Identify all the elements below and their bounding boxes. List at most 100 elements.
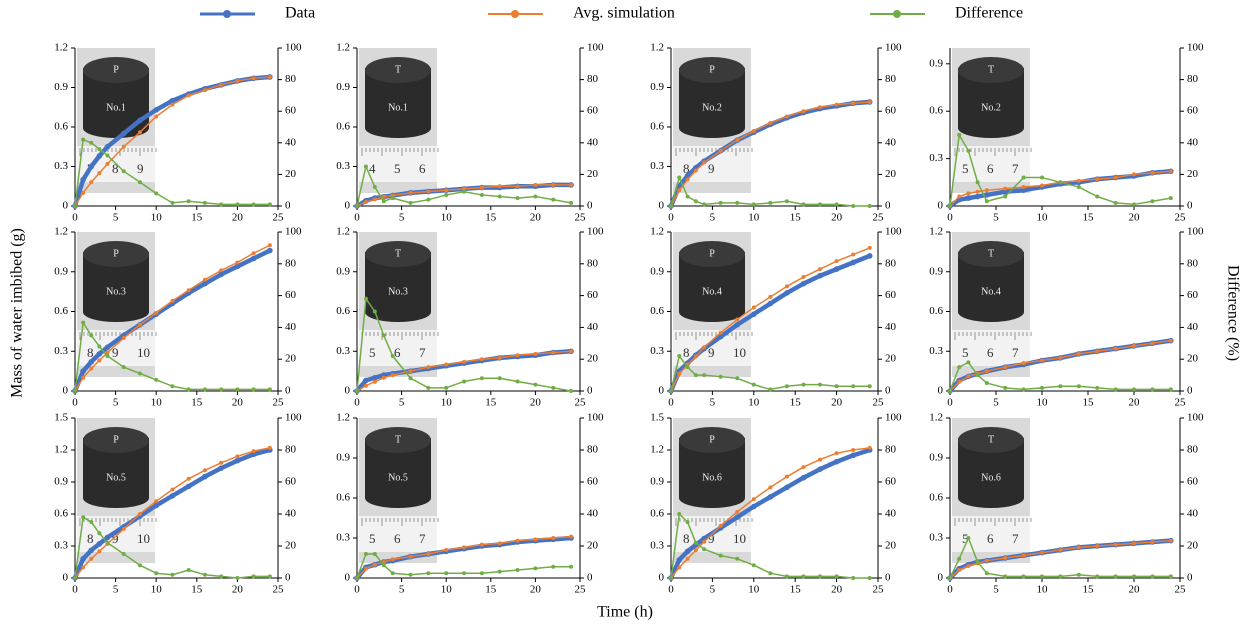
series-marker <box>1150 341 1155 346</box>
x-tick-label: 15 <box>191 397 203 409</box>
series-marker <box>1040 175 1044 180</box>
x-tick-label: 25 <box>273 584 285 596</box>
series-marker <box>1040 183 1044 188</box>
x-tick-label: 0 <box>947 397 953 409</box>
series-marker <box>818 574 823 579</box>
series-marker <box>170 384 175 389</box>
series-marker <box>1021 361 1026 366</box>
series-marker <box>154 310 159 315</box>
series-marker <box>551 385 556 390</box>
y2-tick-label: 60 <box>285 289 297 301</box>
series-marker <box>801 574 806 579</box>
subplot: PNo.28 90 5 10 15 20 2500.30.60.91.20204060801… <box>650 42 902 224</box>
series-marker <box>551 197 556 202</box>
series-marker <box>768 387 773 392</box>
x-tick-label: 15 <box>485 212 497 224</box>
y-tick-label: 0.3 <box>929 152 943 164</box>
y-tick-label: 0 <box>659 200 665 212</box>
series-marker <box>186 476 191 481</box>
y2-tick-label: 40 <box>1187 136 1199 148</box>
series-marker <box>801 382 806 387</box>
series-marker <box>462 571 467 576</box>
series-marker <box>121 552 126 556</box>
ruler-label: 10 <box>137 531 150 546</box>
x-tick-label: 0 <box>668 212 674 224</box>
series-marker <box>851 448 856 452</box>
ruler-label: 7 <box>419 345 426 360</box>
y2-tick-label: 40 <box>1187 508 1199 520</box>
series-marker <box>1113 542 1118 547</box>
y-tick-label: 0.9 <box>929 57 943 69</box>
series-marker <box>1003 365 1008 370</box>
photo-label: P <box>113 64 119 75</box>
series-marker <box>735 138 740 143</box>
series-marker <box>948 389 952 393</box>
series-marker <box>1132 387 1136 392</box>
series-marker <box>734 514 741 520</box>
y-tick-label: 0.9 <box>336 265 350 277</box>
y2-tick-label: 80 <box>587 444 599 456</box>
y-tick-label: 1.2 <box>54 444 68 456</box>
series-marker <box>479 542 484 547</box>
y2-tick-label: 20 <box>1187 168 1199 180</box>
ruler-label: 9 <box>112 531 119 546</box>
y2-tick-label: 100 <box>885 42 902 54</box>
series-marker <box>170 487 175 492</box>
series-marker <box>104 143 111 150</box>
series-marker <box>515 184 520 189</box>
series-marker <box>718 330 723 335</box>
series-marker <box>89 140 94 145</box>
series-marker <box>105 161 110 166</box>
y-tick-label: 0.3 <box>54 540 68 552</box>
y-tick-label: 0.9 <box>54 81 68 93</box>
series-marker <box>677 175 682 180</box>
series-marker <box>1003 574 1008 579</box>
y2-tick-label: 80 <box>285 257 297 269</box>
series-marker <box>153 107 159 113</box>
series-marker <box>426 385 431 390</box>
series-marker <box>867 384 872 389</box>
x-tick-label: 10 <box>151 397 163 409</box>
y-tick-label: 0.9 <box>929 452 943 464</box>
series-marker <box>751 503 757 510</box>
series-marker <box>702 345 707 350</box>
series-marker <box>363 566 368 571</box>
series-marker <box>1095 194 1100 199</box>
series-marker <box>677 512 682 516</box>
series-marker <box>251 202 256 207</box>
series-marker <box>817 466 823 473</box>
sample-top <box>679 427 745 453</box>
sample-bottom <box>958 488 1024 508</box>
series-marker <box>81 190 86 195</box>
series-marker <box>97 171 102 176</box>
y2-tick-label: 40 <box>1187 321 1199 333</box>
x-tick-label: 20 <box>831 584 843 596</box>
y-tick-label: 1.2 <box>650 444 664 456</box>
y2-tick-label: 40 <box>885 136 897 148</box>
series-marker <box>1168 538 1173 543</box>
series-marker <box>462 186 467 191</box>
series-marker <box>444 192 449 197</box>
x-tick-label: 5 <box>399 584 405 596</box>
y2-tick-label: 100 <box>285 42 302 54</box>
sample-bottom <box>679 118 745 138</box>
x-tick-label: 10 <box>748 584 760 596</box>
series-marker <box>1040 550 1044 555</box>
x-tick-label: 0 <box>354 212 360 224</box>
series-marker <box>251 449 256 454</box>
series-marker <box>751 202 756 207</box>
series-marker <box>251 251 256 256</box>
series-marker <box>818 267 823 272</box>
y2-tick-label: 100 <box>587 42 604 54</box>
series-marker <box>867 204 872 208</box>
series-marker <box>186 199 191 204</box>
x-tick-label: 5 <box>399 397 405 409</box>
y2-tick-label: 0 <box>1187 385 1193 397</box>
series-marker <box>479 185 484 190</box>
photo-label: P <box>709 64 715 75</box>
photo-label: P <box>709 434 715 445</box>
x-tick-label: 0 <box>668 397 674 409</box>
series-marker <box>363 164 368 169</box>
series-marker <box>515 568 520 572</box>
